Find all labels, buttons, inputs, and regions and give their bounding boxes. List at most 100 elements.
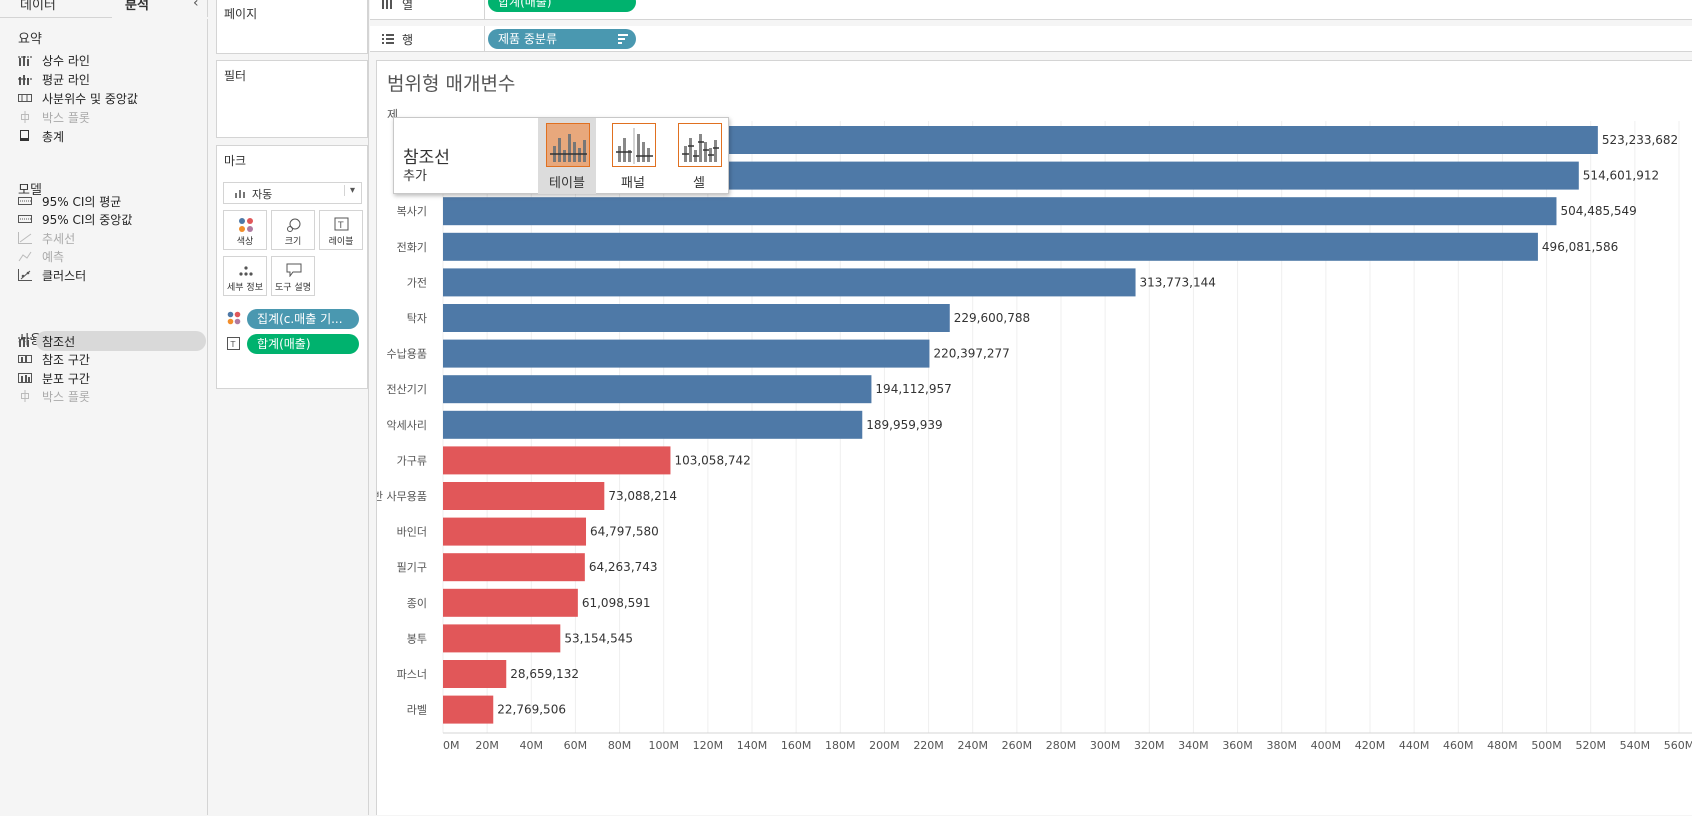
rows-shelf[interactable]: 행 제품 중분류: [370, 26, 1692, 52]
pages-shelf[interactable]: 페이지: [216, 0, 368, 54]
columns-pill[interactable]: 합계(매출): [488, 0, 636, 12]
x-tick-label: 420M: [1355, 739, 1386, 752]
drop-target-pane[interactable]: 패널: [604, 118, 662, 194]
bar-value-label: 61,098,591: [582, 596, 651, 610]
trend-line-icon: [18, 232, 32, 244]
columns-rows-shelves: 열 합계(매출) 행 제품 중분류: [370, 0, 1692, 56]
bar-value-label: 514,601,912: [1583, 169, 1659, 183]
drop-target-pane-label: 패널: [621, 176, 645, 191]
tab-analytics[interactable]: 분석: [125, 0, 149, 13]
reference-line-icon: [18, 335, 32, 347]
x-tick-label: 520M: [1575, 739, 1606, 752]
rows-pill[interactable]: 제품 중분류: [488, 29, 636, 49]
analytics-item-label: 분포 구간: [42, 371, 90, 386]
bar[interactable]: [443, 588, 578, 617]
analytics-item-label: 추세선: [42, 231, 76, 246]
color-pill[interactable]: 집계(c.매출 기...: [247, 309, 359, 329]
drop-target-table[interactable]: 테이블: [538, 118, 596, 194]
analytics-item[interactable]: 클러스터: [0, 265, 208, 285]
x-tick-label: 480M: [1487, 739, 1518, 752]
drop-target-cell[interactable]: 셀: [670, 118, 728, 194]
sort-descending-icon[interactable]: [618, 34, 629, 44]
pages-shelf-label: 페이지: [224, 7, 258, 21]
x-tick-label: 160M: [781, 739, 812, 752]
detail-button[interactable]: 세부 정보: [223, 256, 267, 296]
mark-type-dropdown[interactable]: 자동 ▾: [223, 182, 362, 204]
bar[interactable]: [443, 695, 494, 724]
bar[interactable]: [443, 197, 1557, 226]
bar-value-label: 194,112,957: [875, 382, 951, 396]
bar-value-label: 189,959,939: [866, 418, 942, 432]
bar[interactable]: [443, 410, 863, 439]
analytics-item[interactable]: 총계: [0, 126, 208, 146]
filters-shelf[interactable]: 필터: [216, 60, 368, 138]
shelf-divider: [484, 26, 485, 52]
analytics-item-label: 예측: [42, 249, 65, 264]
analytics-item[interactable]: 추세선: [0, 228, 208, 248]
bar[interactable]: [443, 232, 1538, 261]
bar[interactable]: [443, 304, 950, 332]
columns-shelf[interactable]: 열 합계(매출): [370, 0, 1692, 20]
analytics-pane: 데이터 분석 ‹ 요약 상수 라인 평균 라인 사분위수 및 중앙값 박스 플롯 총계 …: [0, 0, 208, 815]
bar[interactable]: [443, 660, 507, 688]
bar[interactable]: [443, 339, 930, 368]
color-button[interactable]: 색상: [223, 210, 267, 250]
bar[interactable]: [443, 482, 605, 510]
x-tick-label: 400M: [1311, 739, 1342, 752]
label-button[interactable]: T 레이블: [319, 210, 363, 250]
bar[interactable]: [443, 624, 561, 653]
analytics-item[interactable]: 사분위수 및 중앙값: [0, 88, 208, 108]
analytics-item[interactable]: 박스 플롯: [0, 386, 208, 406]
label-icon: T: [334, 217, 349, 231]
tooltip-button[interactable]: 도구 설명: [271, 256, 315, 296]
quartile-icon: [18, 92, 32, 104]
box-plot-icon: [18, 390, 32, 402]
analytics-item[interactable]: 참조선: [0, 331, 208, 351]
bar-value-label: 22,769,506: [497, 703, 566, 717]
bar[interactable]: [443, 517, 587, 546]
bar[interactable]: [443, 553, 585, 582]
tooltip-icon: [286, 263, 302, 277]
x-tick-label: 220M: [913, 739, 944, 752]
color-encoding-icon: [227, 311, 241, 325]
size-button[interactable]: 크기: [271, 210, 315, 250]
category-label: 복사기: [397, 205, 427, 218]
popup-subtitle: 추가: [403, 169, 427, 184]
category-label: 가전: [407, 276, 427, 289]
x-tick-label: 280M: [1046, 739, 1077, 752]
tab-data[interactable]: 데이터: [20, 0, 56, 13]
marks-card: 마크 자동 ▾ 색상 크기 T 레이블: [216, 145, 368, 389]
label-pill[interactable]: 합계(매출): [247, 334, 359, 354]
bar[interactable]: [443, 375, 872, 404]
size-button-label: 크기: [284, 237, 302, 247]
analytics-item[interactable]: 95% CI의 평균: [0, 191, 208, 211]
forecast-icon: [18, 250, 32, 262]
category-label: 전산기기: [387, 383, 427, 396]
cluster-icon: [18, 269, 32, 281]
analytics-item[interactable]: 평균 라인: [0, 69, 208, 89]
size-icon: [287, 218, 301, 232]
chart-title: 범위형 매개변수: [387, 73, 516, 95]
category-label: 일반 사무용품: [377, 489, 427, 503]
columns-icon: [382, 0, 392, 9]
bar[interactable]: [443, 446, 671, 475]
box-plot-icon: [18, 111, 32, 123]
analytics-item[interactable]: 분포 구간: [0, 368, 208, 388]
x-tick-label: 540M: [1620, 739, 1651, 752]
category-label: 라벨: [407, 704, 427, 717]
analytics-item[interactable]: 참조 구간: [0, 349, 208, 369]
collapse-pane-icon[interactable]: ‹: [193, 0, 199, 11]
category-label: 탁자: [407, 312, 427, 325]
bar-value-label: 64,263,743: [589, 560, 658, 574]
x-tick-label: 440M: [1399, 739, 1430, 752]
analytics-item[interactable]: 95% CI의 중앙값: [0, 209, 208, 229]
bar-value-label: 496,081,586: [1542, 240, 1618, 254]
section-title-summary: 요약: [18, 32, 42, 47]
analytics-item[interactable]: 예측: [0, 246, 208, 266]
x-tick-label: 20M: [475, 739, 499, 752]
bar-chart: 제 523,233,682 514,601,912 504,485,549 복사기 496…: [377, 108, 1692, 752]
bar[interactable]: [443, 268, 1136, 297]
analytics-item[interactable]: 박스 플롯: [0, 107, 208, 127]
category-label: 바인더: [397, 526, 427, 539]
analytics-item[interactable]: 상수 라인: [0, 50, 208, 70]
